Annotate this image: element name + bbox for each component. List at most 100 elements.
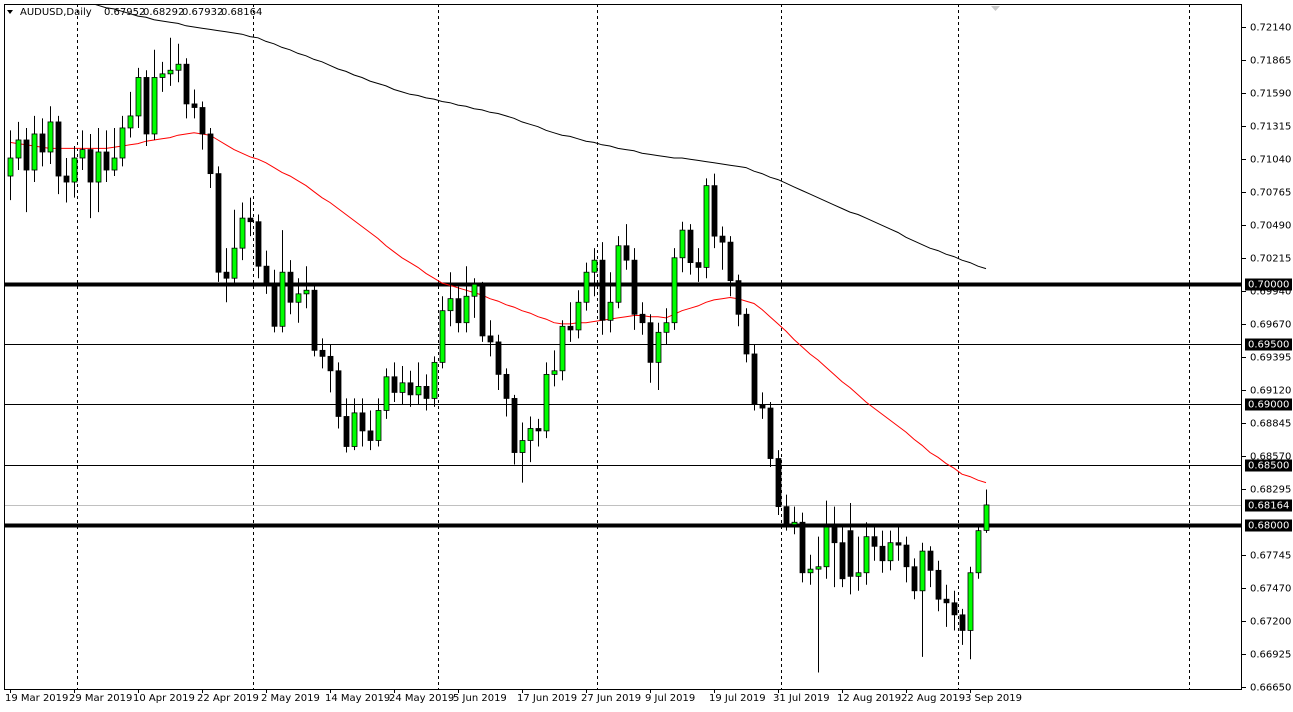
candle-body bbox=[423, 386, 430, 399]
y-tick-label: 0.69120 bbox=[1250, 386, 1291, 397]
y-tick-label: 0.67200 bbox=[1250, 617, 1291, 628]
moving-average bbox=[91, 4, 987, 270]
candle-body bbox=[287, 271, 294, 303]
price-tag bbox=[1245, 338, 1292, 351]
y-tick-label: 0.71590 bbox=[1250, 89, 1291, 100]
y-tick-label: 0.67470 bbox=[1250, 584, 1291, 595]
candle-body bbox=[623, 245, 630, 261]
candle-body bbox=[383, 376, 390, 411]
x-tick-label: 19 Mar 2019 bbox=[5, 693, 68, 704]
candle-body bbox=[695, 262, 702, 268]
plot-frame bbox=[4, 4, 1242, 690]
price-tag-label: 0.68000 bbox=[1248, 521, 1289, 532]
candle-body bbox=[639, 313, 646, 324]
candle-body bbox=[559, 325, 566, 372]
candle-body bbox=[719, 235, 726, 243]
price-tag-label: 0.70000 bbox=[1248, 280, 1289, 291]
x-tick-label: 10 Apr 2019 bbox=[133, 693, 195, 704]
candle-body bbox=[359, 412, 366, 432]
price-tag-label: 0.69500 bbox=[1248, 340, 1289, 351]
candle-body bbox=[407, 382, 414, 396]
candle-body bbox=[847, 530, 854, 577]
candle-body bbox=[335, 370, 342, 417]
candle-body bbox=[591, 259, 598, 273]
y-tick-label: 0.69670 bbox=[1250, 320, 1291, 331]
x-tick-label: 24 May 2019 bbox=[389, 693, 454, 704]
price-tag-label: 0.68500 bbox=[1248, 461, 1289, 472]
candle-body bbox=[247, 217, 254, 223]
candle-body bbox=[215, 173, 222, 273]
candle-body bbox=[751, 353, 758, 405]
candle-body bbox=[327, 355, 334, 372]
candle-body bbox=[583, 271, 590, 303]
candle-body bbox=[143, 77, 150, 135]
candle-body bbox=[527, 428, 534, 441]
candle-body bbox=[239, 217, 246, 249]
header-arrow bbox=[7, 10, 13, 14]
x-tick-label: 2 May 2019 bbox=[261, 693, 320, 704]
x-tick-label: 22 Aug 2019 bbox=[901, 693, 965, 704]
candle-body bbox=[983, 504, 990, 531]
candle-body bbox=[775, 458, 782, 508]
period-separators bbox=[77, 4, 1190, 689]
candle-body bbox=[207, 133, 214, 175]
candle-body bbox=[303, 289, 310, 295]
candle-body bbox=[119, 127, 126, 159]
candle-body bbox=[743, 313, 750, 355]
candle-body bbox=[159, 73, 166, 78]
header-high: 0.68292 bbox=[143, 7, 184, 18]
candle-body bbox=[935, 569, 942, 600]
candle-body bbox=[23, 139, 30, 171]
candle-body bbox=[903, 544, 910, 568]
candle-body bbox=[687, 229, 694, 263]
plot bbox=[7, 4, 990, 673]
x-tick-label: 12 Aug 2019 bbox=[837, 693, 901, 704]
candle-body bbox=[511, 398, 518, 453]
candle-body bbox=[263, 265, 270, 285]
y-tick-label: 0.71315 bbox=[1250, 122, 1291, 133]
price-tag bbox=[1245, 499, 1292, 512]
x-tick-label: 19 Jul 2019 bbox=[709, 693, 766, 704]
candle-body bbox=[551, 370, 558, 375]
x-tick-label: 29 Mar 2019 bbox=[69, 693, 132, 704]
candle-body bbox=[679, 229, 686, 259]
candle-body bbox=[415, 386, 422, 396]
candle-body bbox=[967, 572, 974, 631]
x-tick-label: 27 Jun 2019 bbox=[581, 693, 641, 704]
candle-body bbox=[319, 349, 326, 357]
candle-body bbox=[927, 550, 934, 571]
candle-body bbox=[463, 295, 470, 324]
candle-body bbox=[871, 536, 878, 547]
candle-body bbox=[831, 526, 838, 544]
y-tick-label: 0.67745 bbox=[1250, 551, 1291, 562]
candle-body bbox=[375, 410, 382, 441]
candle-body bbox=[255, 221, 262, 267]
candle-body bbox=[895, 542, 902, 546]
candle-body bbox=[175, 63, 182, 71]
candle-body bbox=[439, 310, 446, 363]
candle-body bbox=[151, 77, 158, 135]
header-open: 0.67952 bbox=[104, 7, 145, 18]
candle-body bbox=[15, 139, 22, 159]
moving-average bbox=[9, 132, 987, 484]
candle-body bbox=[575, 301, 582, 331]
candle-body bbox=[567, 325, 574, 331]
shift-marker bbox=[991, 6, 1000, 11]
candle-body bbox=[543, 373, 550, 432]
candle-body bbox=[711, 185, 718, 237]
candle-body bbox=[791, 521, 798, 526]
x-tick-label: 9 Jul 2019 bbox=[645, 693, 695, 704]
candle-body bbox=[535, 428, 542, 432]
x-tick-label: 5 Jun 2019 bbox=[453, 693, 507, 704]
y-tick-label: 0.70215 bbox=[1250, 254, 1291, 265]
x-tick-label: 17 Jun 2019 bbox=[517, 693, 577, 704]
candle-body bbox=[95, 151, 102, 183]
symbol-title: AUDUSD,Daily bbox=[20, 7, 92, 18]
candle-body bbox=[39, 133, 46, 153]
candle-body bbox=[391, 376, 398, 393]
y-tick-label: 0.71040 bbox=[1250, 155, 1291, 166]
price-tag bbox=[1245, 459, 1292, 472]
candle-body bbox=[631, 259, 638, 315]
candle-body bbox=[191, 103, 198, 108]
